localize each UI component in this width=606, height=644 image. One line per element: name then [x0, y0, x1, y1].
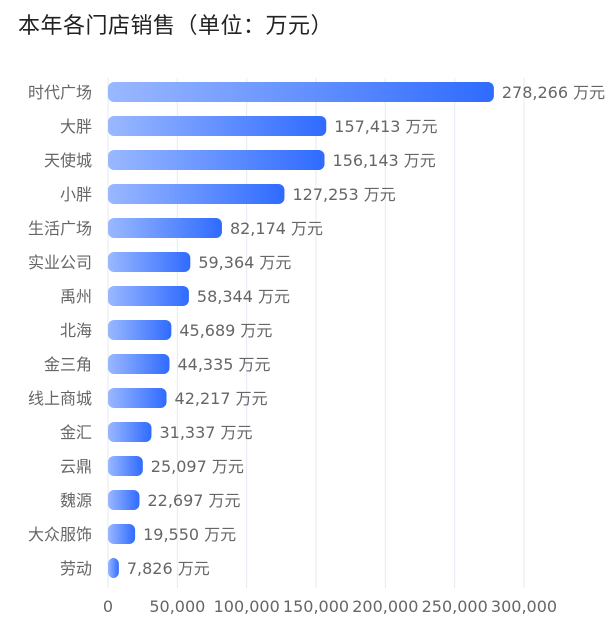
value-label: 58,344 万元 [197, 287, 290, 306]
category-label: 生活广场 [28, 219, 92, 238]
x-tick-label: 50,000 [149, 597, 205, 616]
chart-title: 本年各门店销售（单位：万元） [18, 14, 334, 39]
category-label: 劳动 [60, 559, 92, 578]
bar[interactable] [108, 116, 327, 136]
category-label: 金三角 [44, 355, 92, 374]
value-label: 25,097 万元 [151, 457, 244, 476]
value-label: 156,143 万元 [333, 151, 436, 170]
bar[interactable] [108, 388, 167, 408]
category-label: 魏源 [60, 491, 92, 510]
bar[interactable] [108, 456, 143, 476]
category-label: 金汇 [60, 423, 92, 442]
value-label: 42,217 万元 [175, 389, 268, 408]
category-label: 大胖 [60, 117, 92, 136]
category-label: 线上商城 [28, 389, 92, 408]
category-label: 大众服饰 [28, 525, 92, 544]
bar[interactable] [108, 320, 172, 340]
category-label: 禹州 [60, 287, 92, 306]
x-tick-label: 300,000 [491, 597, 557, 616]
value-label: 59,364 万元 [198, 253, 291, 272]
bar[interactable] [108, 354, 170, 374]
bar[interactable] [108, 218, 222, 238]
value-label: 22,697 万元 [147, 491, 240, 510]
value-label: 7,826 万元 [127, 559, 210, 578]
category-label: 北海 [60, 321, 92, 340]
category-label: 小胖 [60, 185, 92, 204]
value-label: 45,689 万元 [179, 321, 272, 340]
value-label: 127,253 万元 [292, 185, 395, 204]
bar[interactable] [108, 422, 152, 442]
bar[interactable] [108, 490, 140, 510]
category-label: 云鼎 [60, 457, 92, 476]
value-label: 31,337 万元 [159, 423, 252, 442]
bar[interactable] [108, 252, 191, 272]
value-label: 157,413 万元 [334, 117, 437, 136]
value-label: 44,335 万元 [177, 355, 270, 374]
x-tick-label: 200,000 [352, 597, 418, 616]
bar[interactable] [108, 150, 325, 170]
value-label: 278,266 万元 [502, 83, 605, 102]
category-label: 实业公司 [28, 253, 92, 272]
bars [108, 82, 494, 578]
bar[interactable] [108, 558, 119, 578]
value-label: 19,550 万元 [143, 525, 236, 544]
category-label: 天使城 [44, 151, 92, 170]
bar[interactable] [108, 82, 494, 102]
labels: 0 50,000 100,000 150,000 200,000 250,000 300,0… [28, 83, 605, 616]
x-tick-label: 150,000 [283, 597, 349, 616]
x-tick-label: 100,000 [214, 597, 280, 616]
bar[interactable] [108, 524, 136, 544]
x-tick-label: 250,000 [422, 597, 488, 616]
value-label: 82,174 万元 [230, 219, 323, 238]
bar[interactable] [108, 286, 189, 306]
category-label: 时代广场 [28, 83, 92, 102]
x-tick-label: 0 [103, 597, 113, 616]
bar[interactable] [108, 184, 285, 204]
